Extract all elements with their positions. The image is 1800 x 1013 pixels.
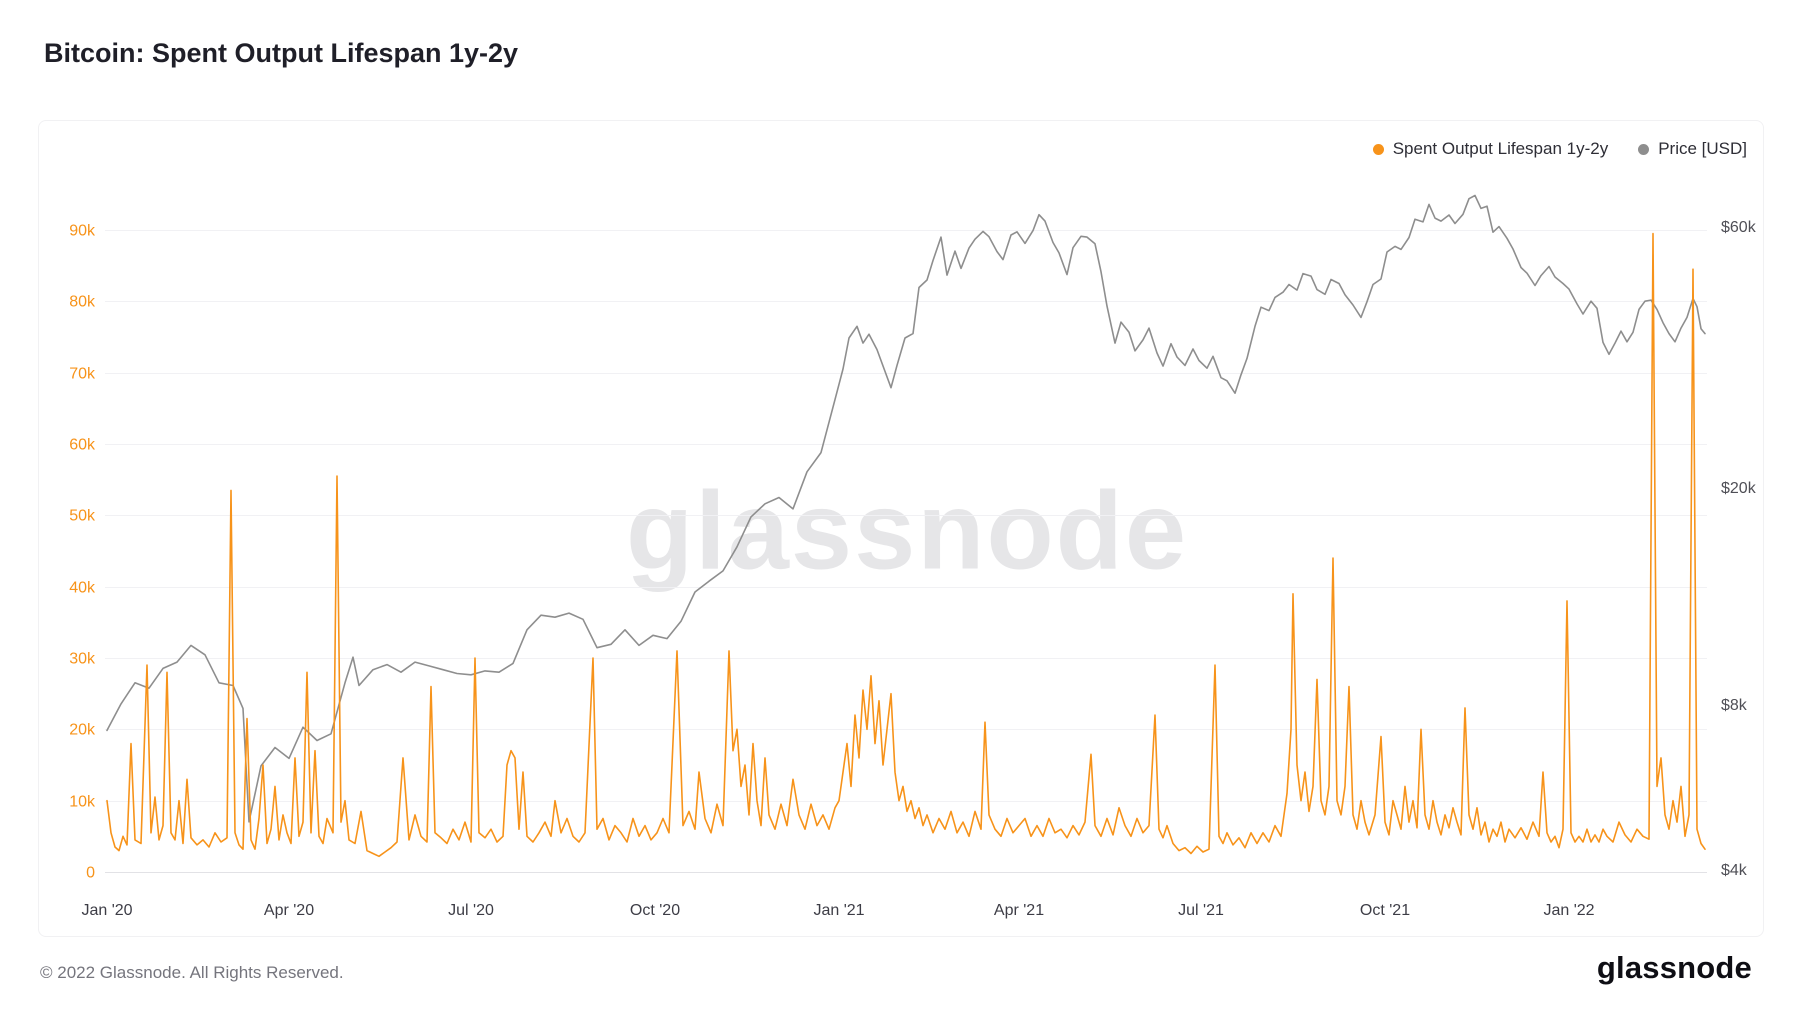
chart-plot[interactable]: 0 10k 20k 30k 40k 50k 60k 70k 80k 90k $4k $8k $20k $6… <box>39 121 1763 936</box>
x-axis-tick-label: Oct '21 <box>1360 902 1410 919</box>
glassnode-logo[interactable]: glassnode <box>1596 950 1752 985</box>
x-axis-tick-label: Apr '20 <box>264 902 314 919</box>
left-axis-tick-label: 30k <box>69 651 96 668</box>
chart-card: glassnode 0 10k 20k 30k 40k 50k 60k 70k 80k 90k $4… <box>38 120 1764 937</box>
series-price-usd <box>106 194 1706 823</box>
left-axis-tick-label: 20k <box>69 722 96 739</box>
legend-dot-gray-icon <box>1638 143 1650 155</box>
left-axis-tick-label: 90k <box>69 223 96 240</box>
x-axis-tick-label: Oct '20 <box>630 902 680 919</box>
x-axis-tick-label: Jul '21 <box>1178 902 1224 919</box>
left-axis-tick-label: 60k <box>69 437 96 454</box>
x-axis-tick-label: Apr '21 <box>994 902 1044 919</box>
legend-label-spent-output-lifespan: Spent Output Lifespan 1y-2y <box>1392 139 1609 158</box>
footer-copyright: © 2022 Glassnode. All Rights Reserved. <box>40 963 344 982</box>
x-axis-tick-label: Jan '20 <box>81 902 132 919</box>
x-axis-tick-label: Jul '20 <box>448 902 494 919</box>
series-spent-output-lifespan <box>106 232 1706 858</box>
left-axis-tick-label: 70k <box>69 366 96 383</box>
left-axis-tick-label: 50k <box>69 508 96 525</box>
left-axis-tick-label: 80k <box>69 294 96 311</box>
legend-item-price-usd[interactable]: Price [USD] <box>1638 139 1747 159</box>
right-axis-tick-label: $20k <box>1721 480 1757 497</box>
left-axis-tick-label: 0 <box>86 865 95 882</box>
left-axis-tick-label: 10k <box>69 794 96 811</box>
x-axis-tick-label: Jan '21 <box>813 902 864 919</box>
left-axis-tick-label: 40k <box>69 580 96 597</box>
right-axis-tick-label: $4k <box>1721 862 1748 879</box>
page-title: Bitcoin: Spent Output Lifespan 1y-2y <box>44 38 519 68</box>
glassnode-watermark: glassnode <box>625 469 1189 593</box>
right-axis-tick-label: $60k <box>1721 219 1757 236</box>
x-axis-tick-label: Jan '22 <box>1543 902 1594 919</box>
legend-item-spent-output-lifespan[interactable]: Spent Output Lifespan 1y-2y <box>1372 139 1609 159</box>
chart-legend: Spent Output Lifespan 1y-2y Price [USD] <box>1372 139 1747 159</box>
legend-dot-orange-icon <box>1372 143 1384 155</box>
right-axis-tick-label: $8k <box>1721 697 1748 714</box>
legend-label-price-usd: Price [USD] <box>1658 139 1747 158</box>
